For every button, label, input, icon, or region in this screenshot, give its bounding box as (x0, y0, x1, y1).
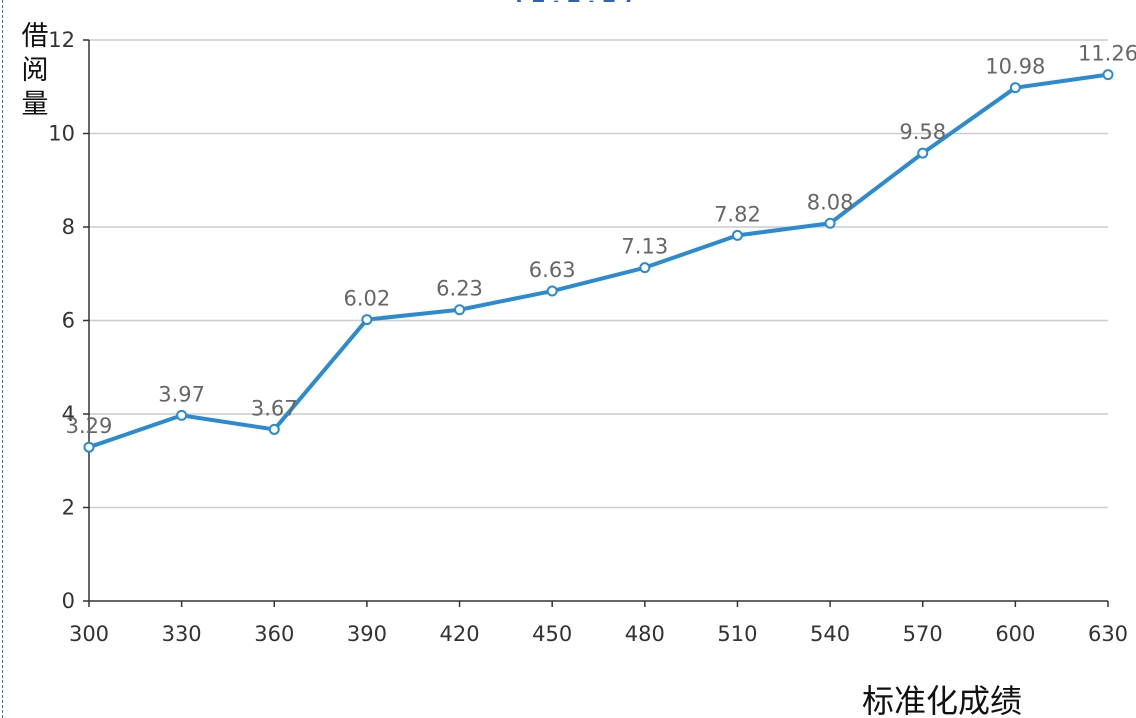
data-markers (83, 69, 1114, 453)
axes: 0 2 4 6 8 10 12 300 330 360 390 420 450 480 510 540 570 6… (48, 28, 1128, 646)
data-point (361, 314, 373, 326)
data-point (731, 229, 743, 241)
data-label: 6.23 (436, 277, 483, 301)
x-tick-label: 630 (1088, 622, 1128, 646)
y-tick-label: 4 (62, 402, 75, 426)
data-label: 10.98 (985, 55, 1045, 79)
x-tick-label: 390 (347, 622, 387, 646)
x-tick-label: 570 (903, 622, 943, 646)
gridlines (89, 39, 1108, 509)
y-tick-label: 6 (62, 309, 75, 333)
data-label: 3.97 (158, 382, 205, 406)
x-tick-label: 360 (254, 622, 294, 646)
series-line-group (87, 72, 1110, 450)
data-labels: 3.29 3.97 3.67 6.02 6.23 6.63 7.13 7.82 8.08 9.58… (66, 42, 1136, 439)
data-point (454, 304, 466, 316)
data-label: 3.29 (66, 414, 113, 438)
x-tick-label: 300 (69, 622, 109, 646)
data-point (176, 409, 188, 421)
data-label: 9.58 (899, 120, 946, 144)
y-axis-label: 借阅量 (21, 21, 49, 120)
data-label: 6.02 (344, 287, 391, 311)
data-point (639, 262, 651, 274)
data-point (268, 423, 280, 435)
data-point (546, 285, 558, 297)
data-label: 7.13 (621, 235, 668, 259)
data-point (1102, 69, 1114, 81)
clipped-title-fragment: (▪,▪,▪) (515, 0, 715, 2)
data-label: 3.67 (251, 396, 298, 420)
data-label: 11.26 (1078, 42, 1136, 66)
x-tick-label: 510 (717, 622, 757, 646)
series-line (87, 72, 1110, 450)
x-tick-label: 450 (532, 622, 572, 646)
x-axis-label: 标准化成绩 (862, 682, 1023, 718)
x-tick-label: 600 (995, 622, 1035, 646)
data-label: 8.08 (807, 190, 854, 214)
y-tick-label: 2 (62, 496, 75, 520)
x-tick-label: 420 (439, 622, 479, 646)
y-tick-label: 0 (62, 589, 75, 613)
dashed-frame-edge (2, 0, 3, 718)
data-label: 6.63 (529, 258, 576, 282)
data-point (824, 217, 836, 229)
x-tick-label: 330 (162, 622, 202, 646)
data-label: 7.82 (714, 202, 761, 226)
y-tick-label: 12 (48, 28, 75, 52)
y-tick-label: 10 (48, 122, 75, 146)
data-point (1009, 82, 1021, 94)
y-tick-label: 8 (62, 215, 75, 239)
data-point (917, 147, 929, 159)
x-tick-label: 540 (810, 622, 850, 646)
x-tick-label: 480 (625, 622, 665, 646)
data-point (83, 441, 95, 453)
